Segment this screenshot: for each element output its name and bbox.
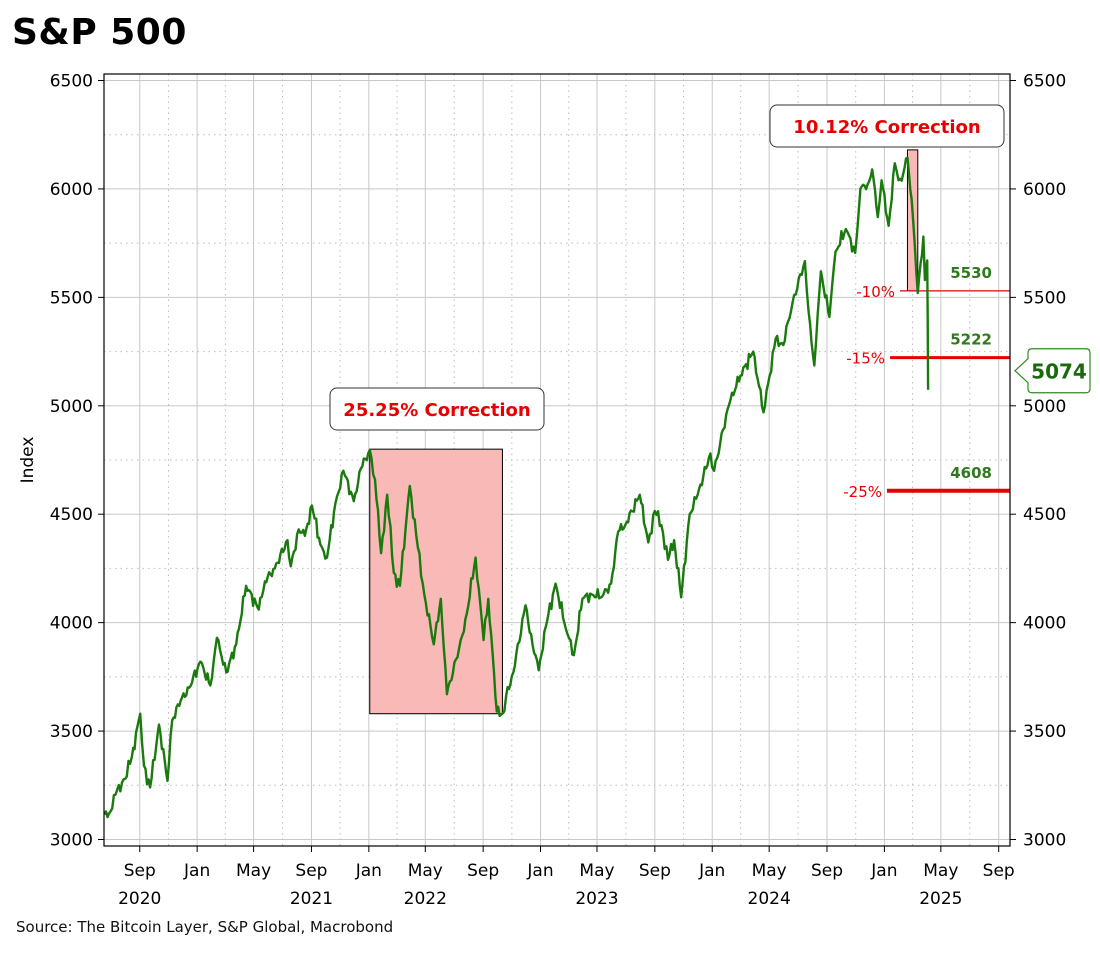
x-year-label: 2020 — [118, 889, 161, 909]
grid-layer — [104, 74, 1010, 846]
x-tick-label: Jan — [526, 861, 553, 881]
x-tick-label: Jan — [355, 861, 382, 881]
x-tick-label: May — [923, 861, 958, 881]
y-tick-label-right: 4000 — [1023, 614, 1066, 634]
correction-callout-box — [769, 104, 1005, 148]
correction-callout-box — [329, 387, 545, 431]
x-tick-label: Sep — [295, 861, 327, 881]
x-tick-label: Sep — [811, 861, 843, 881]
y-tick-label-left: 3000 — [50, 830, 93, 850]
correction-callout-label: 10.12% Correction — [793, 117, 980, 138]
plot-frame — [103, 73, 1011, 847]
y-tick-label-left: 4000 — [50, 614, 93, 634]
source-note: Source: The Bitcoin Layer, S&P Global, M… — [16, 918, 394, 936]
y-tick-label-right: 5500 — [1023, 288, 1066, 308]
level-value-label: 5530 — [950, 264, 992, 282]
annotations-layer: -10% 5530 -15% 5222 -25% 4608 25.25% Correctio… — [329, 104, 1091, 501]
chart-title: S&P 500 — [12, 12, 187, 53]
y-tick-label-right: 6000 — [1023, 180, 1066, 200]
x-year-label: 2024 — [748, 889, 791, 909]
x-tick-label: Sep — [124, 861, 156, 881]
last-value-label: 5074 — [1031, 360, 1087, 384]
level-lines — [887, 290, 1010, 493]
correction-callout-label: 25.25% Correction — [343, 400, 530, 421]
correction-box — [369, 448, 503, 715]
x-year-label: 2021 — [290, 889, 333, 909]
y-tick-label-right: 4500 — [1023, 505, 1066, 525]
x-tick-label: Jan — [183, 861, 210, 881]
level-pct-label: -25% — [843, 483, 882, 501]
y-tick-label-left: 6500 — [50, 72, 93, 92]
x-tick-label: Sep — [467, 861, 499, 881]
y-tick-label-left: 6000 — [50, 180, 93, 200]
x-tick-label: Jan — [870, 861, 897, 881]
x-year-label: 2022 — [404, 889, 447, 909]
x-tick-label: May — [752, 861, 787, 881]
x-year-label: 2023 — [575, 889, 618, 909]
level-pct-label: -15% — [846, 350, 885, 368]
series-line — [103, 156, 930, 819]
y-tick-label-right: 5000 — [1023, 397, 1066, 417]
y-tick-label-right: 3000 — [1023, 830, 1066, 850]
x-tick-label: Sep — [639, 861, 671, 881]
x-tick-label: Sep — [983, 861, 1015, 881]
x-tick-label: May — [236, 861, 271, 881]
last-value-callout — [1014, 348, 1091, 394]
x-year-label: 2025 — [919, 889, 962, 909]
x-tick-label: May — [579, 861, 614, 881]
level-value-label: 5222 — [950, 331, 992, 349]
correction-boxes — [369, 149, 919, 715]
series-layer — [103, 156, 930, 819]
y-tick-label-left: 4500 — [50, 505, 93, 525]
axes-layer: 3000 3000 3500 3500 4000 4000 4500 4500 5000 5000… — [50, 72, 1067, 909]
x-tick-label: May — [408, 861, 443, 881]
level-value-label: 4608 — [950, 464, 992, 482]
x-tick-label: Jan — [698, 861, 725, 881]
y-axis-label: Index — [18, 437, 38, 484]
y-tick-label-right: 6500 — [1023, 72, 1066, 92]
y-tick-label-right: 3500 — [1023, 722, 1066, 742]
y-tick-label-left: 3500 — [50, 722, 93, 742]
level-pct-label: -10% — [856, 283, 895, 301]
y-tick-label-left: 5000 — [50, 397, 93, 417]
y-tick-label-left: 5500 — [50, 288, 93, 308]
